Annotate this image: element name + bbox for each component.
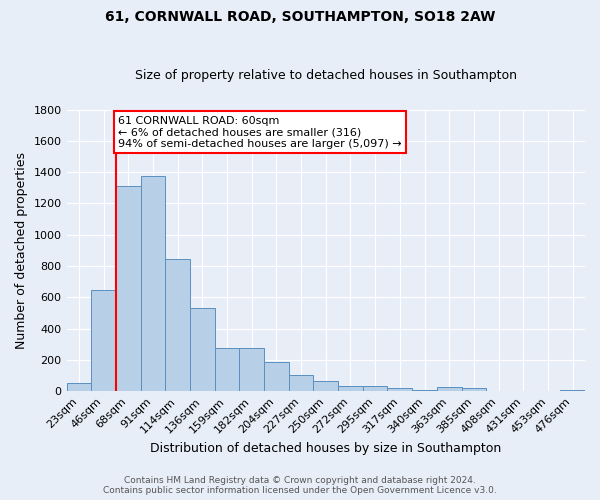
Bar [116, 186, 140, 391]
Bar [165, 259, 190, 391]
Y-axis label: Number of detached properties: Number of detached properties [15, 152, 28, 349]
Bar [289, 375, 313, 391]
Bar [239, 348, 264, 391]
Bar [313, 381, 338, 391]
Text: 61, CORNWALL ROAD, SOUTHAMPTON, SO18 2AW: 61, CORNWALL ROAD, SOUTHAMPTON, SO18 2AW [105, 10, 495, 24]
X-axis label: Distribution of detached houses by size in Southampton: Distribution of detached houses by size … [150, 442, 502, 455]
Bar [388, 388, 412, 391]
Bar [190, 308, 215, 391]
Bar [338, 386, 363, 391]
Bar [264, 362, 289, 391]
Bar [363, 386, 388, 391]
Bar [412, 390, 437, 391]
Bar [140, 176, 165, 391]
Text: 61 CORNWALL ROAD: 60sqm
← 6% of detached houses are smaller (316)
94% of semi-de: 61 CORNWALL ROAD: 60sqm ← 6% of detached… [118, 116, 402, 149]
Bar [461, 388, 486, 391]
Bar [560, 390, 585, 391]
Bar [215, 348, 239, 391]
Text: Contains HM Land Registry data © Crown copyright and database right 2024.
Contai: Contains HM Land Registry data © Crown c… [103, 476, 497, 495]
Bar [91, 290, 116, 391]
Bar [437, 388, 461, 391]
Bar [67, 382, 91, 391]
Title: Size of property relative to detached houses in Southampton: Size of property relative to detached ho… [135, 69, 517, 82]
